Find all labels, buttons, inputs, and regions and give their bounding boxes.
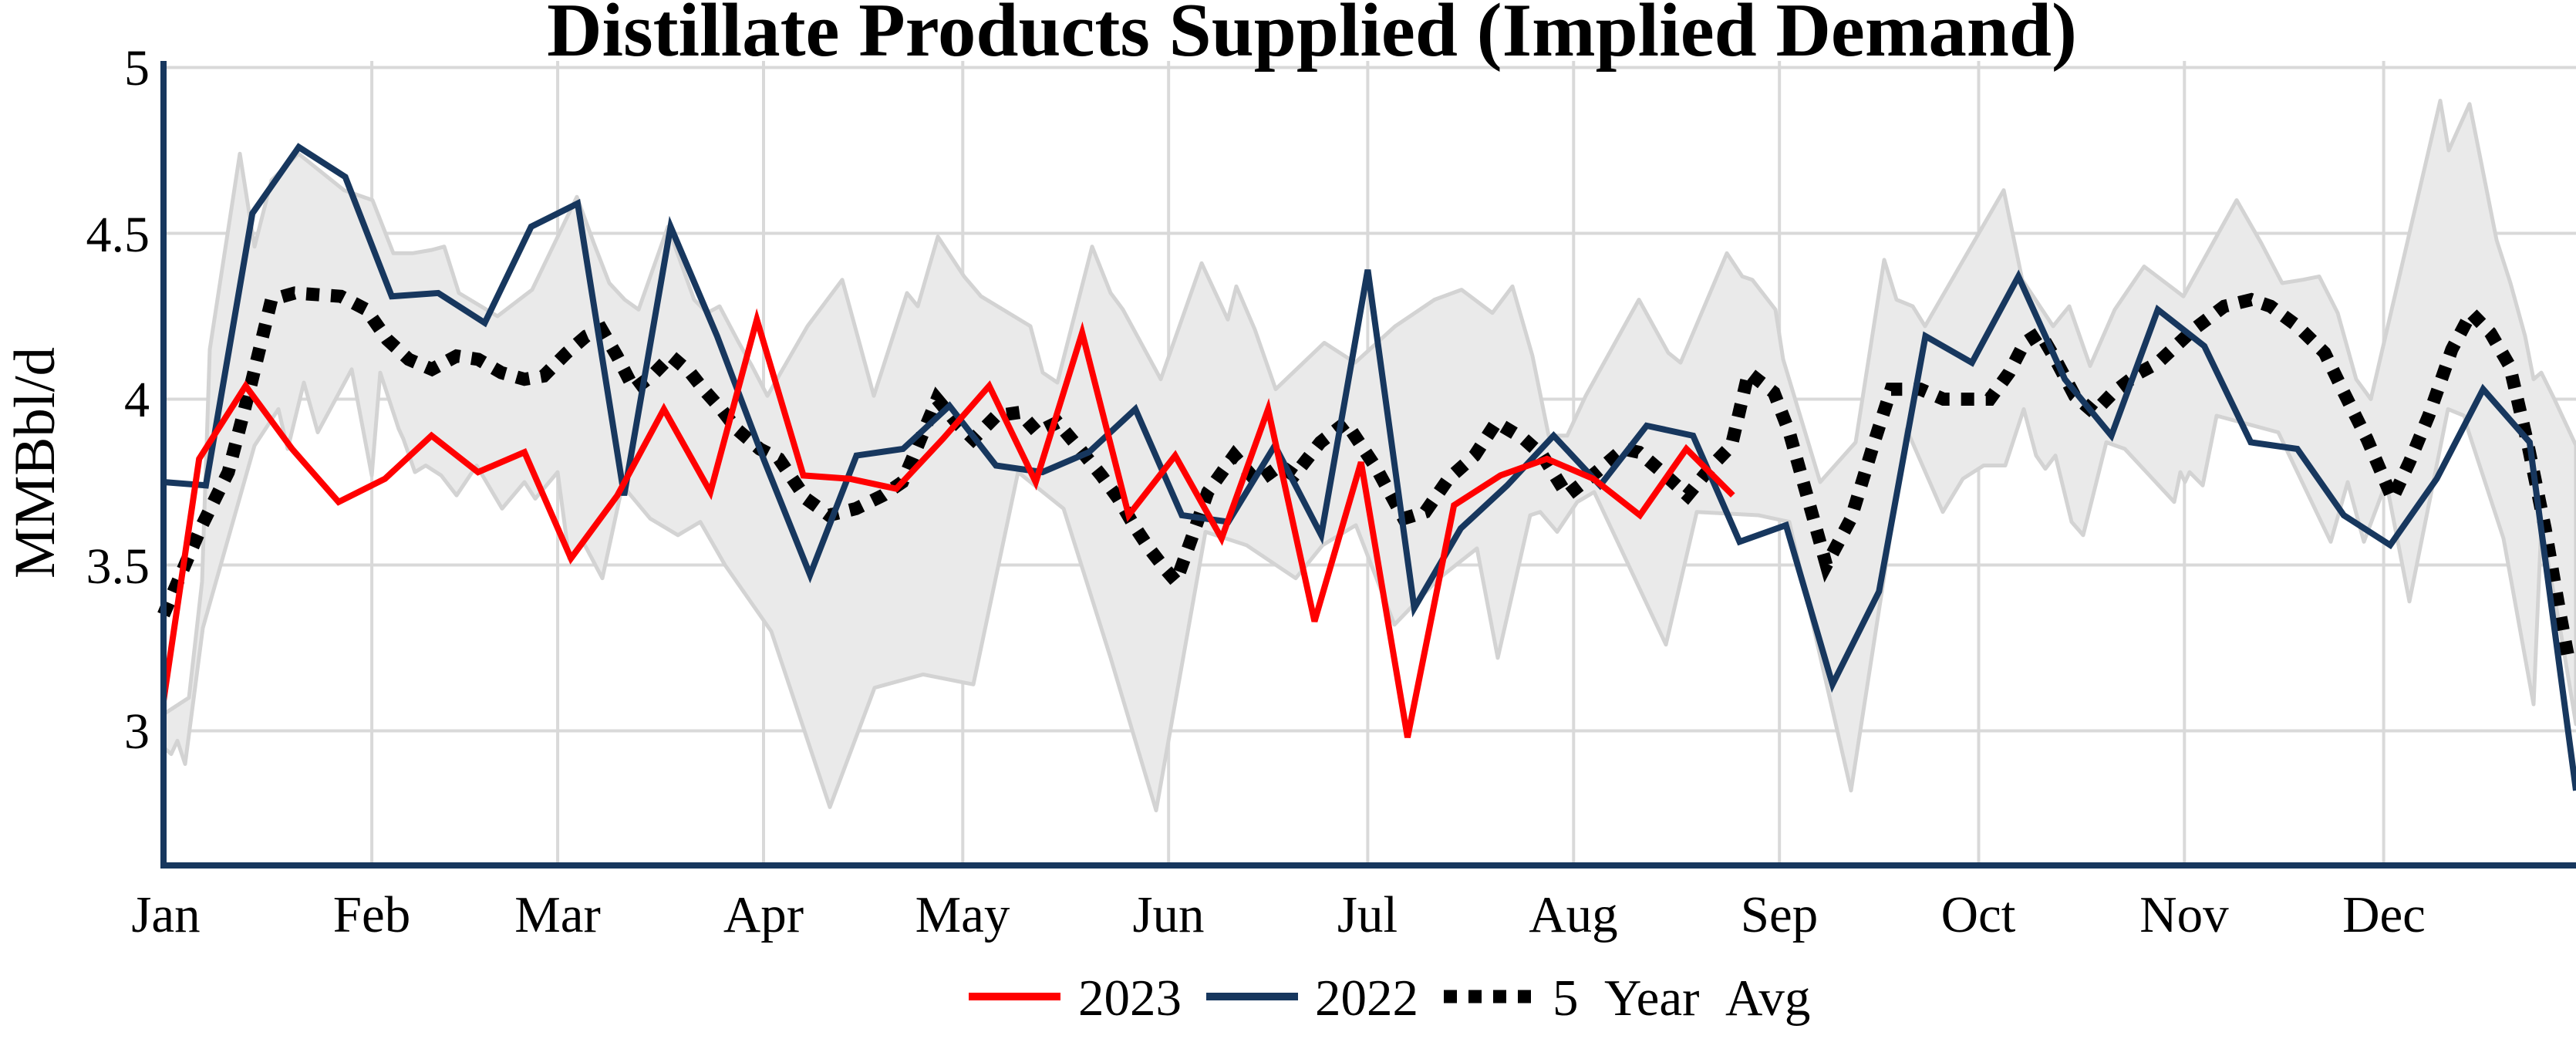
svg-text:Apr: Apr [723, 886, 804, 943]
svg-text:Sep: Sep [1741, 886, 1819, 943]
svg-text:May: May [915, 886, 1010, 943]
svg-text:Jul: Jul [1337, 886, 1398, 943]
svg-text:5 Year Avg: 5 Year Avg [1553, 970, 1810, 1027]
svg-text:2023: 2023 [1078, 970, 1182, 1027]
svg-text:Mar: Mar [514, 886, 601, 943]
svg-text:Jan: Jan [131, 886, 200, 943]
svg-text:Jun: Jun [1132, 886, 1204, 943]
svg-text:4: 4 [124, 372, 150, 428]
svg-text:3: 3 [124, 703, 150, 760]
svg-text:Distillate Products Supplied (: Distillate Products Supplied (Implied De… [547, 0, 2077, 73]
svg-text:4.5: 4.5 [86, 207, 150, 263]
svg-text:Feb: Feb [333, 886, 411, 943]
svg-text:Oct: Oct [1941, 886, 2016, 943]
svg-text:MMBbl/d: MMBbl/d [3, 347, 67, 578]
svg-text:5: 5 [124, 40, 150, 96]
svg-text:Aug: Aug [1529, 886, 1617, 943]
svg-text:3.5: 3.5 [86, 538, 150, 595]
svg-text:Dec: Dec [2342, 886, 2426, 943]
svg-text:Nov: Nov [2139, 886, 2229, 943]
svg-text:2022: 2022 [1315, 970, 1418, 1027]
